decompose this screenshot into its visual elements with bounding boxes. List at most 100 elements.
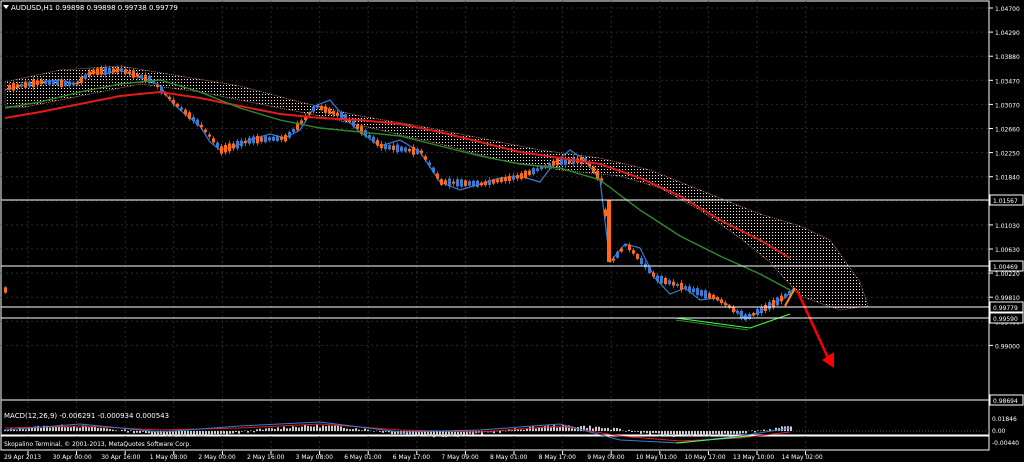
macd-histogram-bar [379, 431, 381, 432]
price-axis: 1.04700 1.04290 1.03880 1.03470 1.03070 1.026… [989, 6, 1020, 350]
macd-histogram-bar [130, 430, 132, 431]
candle-body [344, 114, 347, 122]
macd-histogram-bar [352, 429, 354, 431]
candle-body [28, 81, 31, 87]
level-label-box [989, 301, 1024, 313]
candle-body [68, 81, 71, 86]
candle-body [188, 112, 191, 119]
macd-histogram-bar [616, 427, 618, 431]
candle-body [508, 175, 511, 181]
macd-histogram-bar [364, 428, 366, 431]
level-label: 1.01567 [993, 198, 1018, 205]
candle-body [288, 132, 291, 138]
red-forecast-arrow [795, 289, 834, 368]
macd-histogram-bar [100, 427, 102, 431]
price-axis-label: 1.02660 [995, 127, 1020, 134]
candle-body [252, 136, 255, 144]
candle-body [516, 175, 519, 179]
macd-histogram-bar [196, 431, 198, 437]
macd-histogram-bar [169, 431, 171, 436]
candle-body [20, 84, 23, 87]
candle-body [60, 79, 63, 87]
time-axis-label: 8 May 01:00 [490, 454, 528, 461]
time-axis-label: 6 May 17:00 [393, 454, 431, 461]
candle-body [40, 79, 43, 85]
macd-histogram-bar [481, 431, 483, 435]
macd-histogram-bar [721, 431, 723, 436]
dropdown-triangle-icon[interactable] [3, 5, 9, 9]
candle-body [380, 143, 383, 149]
candle-body [484, 181, 487, 185]
macd-histogram-bar [238, 431, 240, 434]
macd-histogram-bar [646, 431, 648, 434]
macd-histogram-bar [280, 429, 282, 431]
macd-histogram-bar [82, 425, 84, 431]
macd-histogram-bar [754, 431, 756, 433]
macd-histogram-bar [451, 431, 453, 437]
macd-histogram-bar [298, 427, 300, 431]
candle-body [184, 109, 187, 115]
candle-body [592, 166, 595, 172]
macd-histogram-bar [148, 431, 150, 434]
candle-body [84, 74, 87, 79]
macd-histogram-bar [601, 428, 603, 431]
macd-histogram-bar [301, 426, 303, 431]
candle-body [536, 168, 539, 171]
macd-histogram-bar [397, 431, 399, 434]
candle-body [276, 135, 279, 142]
macd-histogram-bar [382, 431, 384, 433]
main-plot-area[interactable] [0, 0, 990, 436]
macd-histogram-bar [679, 431, 681, 435]
macd-histogram-bar [88, 427, 90, 431]
macd-histogram-bar [73, 426, 75, 431]
macd-histogram-bar [562, 424, 564, 431]
macd-histogram-bar [670, 431, 672, 435]
candle-body [256, 136, 259, 144]
macd-histogram-bar [544, 425, 546, 431]
candle-body [768, 302, 771, 310]
macd-histogram-bar [553, 425, 555, 431]
candle-body [140, 74, 143, 79]
candle-body [772, 299, 775, 308]
candle-body [180, 107, 183, 110]
forecast-up-segment [784, 287, 796, 307]
candle-body [36, 80, 39, 86]
price-axis-label: 1.03880 [995, 54, 1020, 61]
macd-histogram-bar [676, 431, 678, 435]
macd-histogram-bar [517, 429, 519, 431]
candle-body [607, 200, 611, 262]
macd-histogram-bar [655, 431, 657, 434]
candle-body [692, 288, 695, 293]
macd-histogram-bar [265, 428, 267, 431]
time-axis-label: 3 May 08:00 [296, 454, 334, 461]
macd-histogram-bar [550, 427, 552, 431]
macd-histogram-bar [172, 431, 174, 437]
macd-axis-bottom: -0.00440 [992, 440, 1019, 447]
candle-body [776, 297, 779, 306]
candle-body [696, 288, 699, 296]
macd-histogram-bar [292, 426, 294, 431]
candle-body [212, 138, 215, 143]
time-axis-label: 9 May 09:00 [587, 454, 625, 461]
candle-body [224, 144, 227, 153]
candle-body [620, 248, 623, 252]
candle-body [396, 144, 399, 153]
macd-histogram-bar [727, 431, 729, 436]
candle-body [520, 173, 523, 179]
candle-body [540, 166, 543, 170]
candle-body [144, 74, 147, 82]
macd-histogram-bar [667, 431, 669, 435]
macd-histogram-bar [742, 431, 744, 434]
macd-histogram-bar [331, 425, 333, 431]
time-axis-label: 10 May 01:00 [636, 454, 677, 461]
candle-body [108, 67, 111, 74]
candle-body [24, 81, 27, 88]
candle-body [488, 179, 491, 185]
macd-histogram-bar [436, 431, 438, 437]
candle-body [172, 99, 175, 104]
macd-histogram-bar [106, 428, 108, 431]
level-label-box [989, 312, 1024, 324]
candle-body [240, 140, 243, 147]
candle-body [116, 68, 119, 73]
